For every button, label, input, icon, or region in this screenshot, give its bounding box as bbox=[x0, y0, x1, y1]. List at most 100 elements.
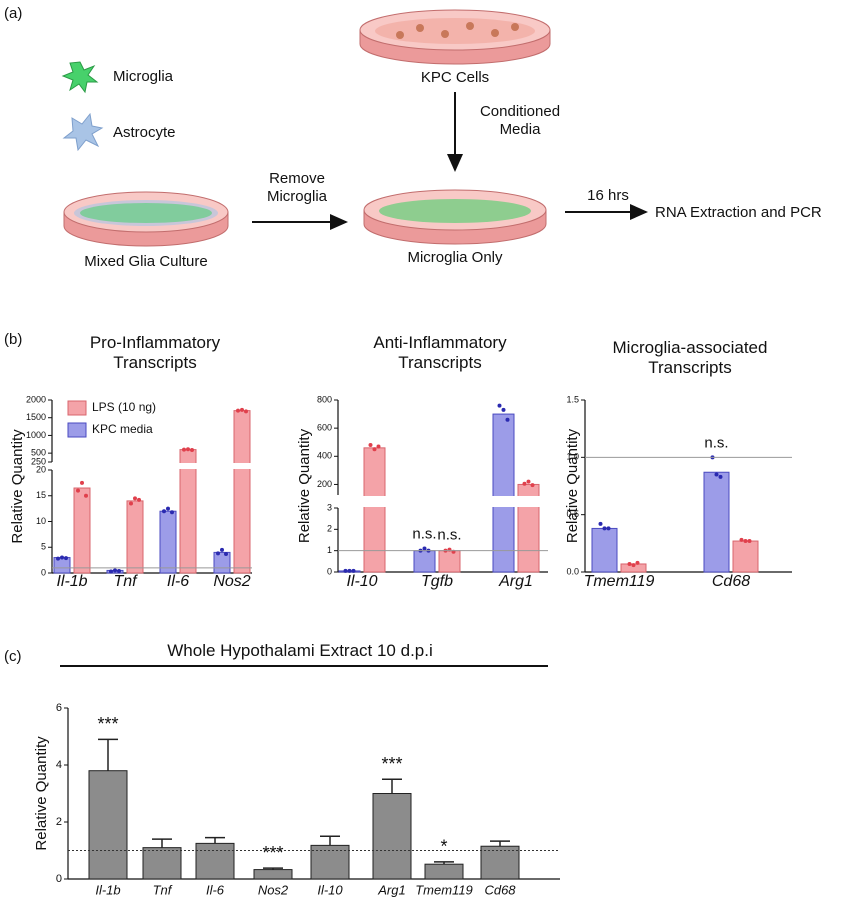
legend-label: KPC media bbox=[92, 422, 153, 436]
replicate-point bbox=[186, 447, 190, 452]
error-bar bbox=[205, 836, 225, 844]
arrow-label: Conditioned Media bbox=[479, 103, 561, 138]
replicate-point bbox=[80, 480, 84, 485]
replicate-point bbox=[166, 506, 170, 511]
x-tick-label: Tnf bbox=[153, 882, 173, 897]
x-tick-label: Tgfb bbox=[421, 573, 453, 590]
y-tick-label: 600 bbox=[317, 423, 332, 433]
x-tick-label: Cd68 bbox=[712, 573, 750, 590]
replicate-point bbox=[240, 407, 244, 412]
y-tick-label: 0.0 bbox=[566, 566, 579, 576]
replicate-point bbox=[501, 407, 506, 412]
replicate-point bbox=[64, 556, 68, 561]
y-tick-label: 4 bbox=[56, 759, 62, 771]
axis-break bbox=[340, 496, 550, 507]
axis-break bbox=[54, 463, 254, 469]
replicate-point bbox=[109, 569, 113, 574]
replicate-point bbox=[76, 488, 80, 493]
replicate-point bbox=[602, 526, 607, 531]
bar bbox=[372, 793, 412, 880]
x-tick-label: Tmem119 bbox=[415, 882, 473, 897]
x-tick-label: Il-10 bbox=[317, 882, 343, 897]
legend-swatch bbox=[67, 422, 87, 438]
dish bbox=[63, 191, 229, 247]
replicate-point bbox=[635, 560, 640, 565]
y-tick-label: 15 bbox=[36, 490, 46, 500]
replicate-point bbox=[343, 568, 348, 573]
y-tick-label: 20 bbox=[36, 464, 46, 474]
astrocyte-icon bbox=[62, 112, 104, 152]
panel-label: (a) bbox=[4, 5, 22, 22]
y-tick-label: 250 bbox=[31, 456, 46, 466]
replicate-point bbox=[84, 493, 88, 498]
chart-title: Anti-Inflammatory Transcripts bbox=[373, 333, 507, 373]
replicate-point bbox=[631, 563, 636, 568]
bar bbox=[53, 557, 71, 574]
error-bar bbox=[152, 838, 172, 848]
replicate-point bbox=[347, 568, 352, 573]
replicate-point bbox=[60, 555, 64, 560]
replicate-point bbox=[170, 510, 174, 515]
replicate-point bbox=[117, 568, 121, 573]
y-tick-label: 5 bbox=[41, 542, 46, 552]
bar bbox=[703, 471, 730, 573]
replicate-point bbox=[714, 472, 719, 477]
error-bar bbox=[490, 840, 510, 847]
replicate-point bbox=[598, 521, 603, 526]
bar bbox=[88, 770, 128, 880]
replicate-point bbox=[505, 417, 510, 422]
significance-label: * bbox=[440, 837, 447, 857]
replicate-point bbox=[129, 501, 133, 506]
bar bbox=[142, 847, 182, 880]
x-tick-label: Tnf bbox=[113, 573, 138, 590]
bar bbox=[159, 510, 177, 574]
y-tick-label: 0 bbox=[56, 873, 62, 885]
replicate-point bbox=[224, 551, 228, 556]
replicate-point bbox=[530, 483, 535, 488]
x-tick-label: Il-6 bbox=[206, 882, 225, 897]
significance-label: n.s. bbox=[437, 527, 461, 544]
y-tick-label: 1 bbox=[327, 545, 332, 555]
dish-label: Microglia Only bbox=[407, 249, 503, 266]
y-axis-label: Relative Quantity bbox=[564, 428, 581, 543]
y-tick-label: 800 bbox=[317, 394, 332, 404]
arrow-label: Remove Microglia bbox=[266, 170, 327, 205]
replicate-point bbox=[236, 408, 240, 413]
y-tick-label: 10 bbox=[36, 516, 46, 526]
replicate-point bbox=[522, 481, 527, 486]
y-tick-label: 2000 bbox=[26, 394, 46, 404]
replicate-point bbox=[351, 568, 356, 573]
x-tick-label: Il-6 bbox=[167, 573, 189, 590]
legend-swatch bbox=[67, 400, 87, 416]
y-tick-label: 1.5 bbox=[566, 394, 579, 404]
arrow-label: 16 hrs bbox=[587, 187, 629, 204]
bar bbox=[424, 863, 464, 880]
replicate-point bbox=[739, 537, 744, 542]
error-bar bbox=[320, 835, 340, 846]
replicate-point bbox=[606, 526, 611, 531]
significance-label: n.s. bbox=[412, 526, 436, 543]
bar bbox=[591, 527, 618, 573]
replicate-point bbox=[526, 479, 531, 484]
y-axis-label: Relative Quantity bbox=[296, 428, 313, 543]
bar bbox=[492, 413, 515, 573]
bar bbox=[213, 551, 231, 574]
dish bbox=[363, 189, 547, 245]
y-tick-label: 500 bbox=[31, 448, 46, 458]
replicate-point bbox=[220, 547, 224, 552]
chart-title: Whole Hypothalami Extract 10 d.p.i bbox=[167, 641, 433, 660]
bar bbox=[195, 842, 235, 880]
significance-label: n.s. bbox=[704, 434, 728, 451]
y-tick-label: 6 bbox=[56, 702, 62, 714]
y-tick-label: 1500 bbox=[26, 412, 46, 422]
dish-label: KPC Cells bbox=[421, 69, 489, 86]
replicate-point bbox=[497, 403, 502, 408]
y-tick-label: 0 bbox=[327, 566, 332, 576]
legend-label: LPS (10 ng) bbox=[92, 400, 156, 414]
panel-label: (b) bbox=[4, 331, 22, 348]
bar bbox=[73, 487, 91, 574]
x-tick-label: Nos2 bbox=[213, 573, 250, 590]
replicate-point bbox=[747, 539, 752, 544]
error-bar bbox=[434, 861, 454, 865]
